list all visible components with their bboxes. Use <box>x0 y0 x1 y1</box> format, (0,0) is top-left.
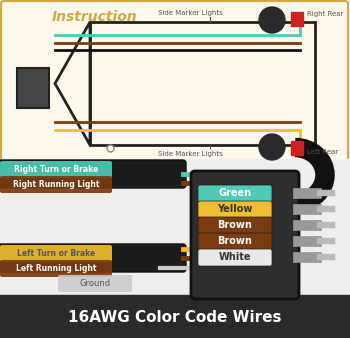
FancyBboxPatch shape <box>191 171 299 299</box>
Bar <box>0 159 350 295</box>
FancyBboxPatch shape <box>0 245 112 262</box>
FancyBboxPatch shape <box>198 185 272 202</box>
Text: Brown: Brown <box>218 220 252 231</box>
Bar <box>317 206 335 212</box>
FancyBboxPatch shape <box>198 249 272 266</box>
FancyBboxPatch shape <box>198 201 272 218</box>
Text: Right Running Light: Right Running Light <box>13 180 99 189</box>
Bar <box>293 188 321 198</box>
FancyBboxPatch shape <box>58 275 132 292</box>
Text: Right Rear: Right Rear <box>307 11 343 17</box>
FancyBboxPatch shape <box>0 176 112 193</box>
FancyBboxPatch shape <box>0 260 112 277</box>
Text: Left Turn or Brake: Left Turn or Brake <box>17 249 95 258</box>
Bar <box>317 254 335 260</box>
FancyBboxPatch shape <box>0 160 186 188</box>
FancyBboxPatch shape <box>198 233 272 250</box>
FancyBboxPatch shape <box>0 244 186 272</box>
Bar <box>0 295 350 338</box>
Bar <box>293 204 321 214</box>
Text: Side Marker Lights: Side Marker Lights <box>158 10 222 16</box>
Bar <box>317 190 335 196</box>
Text: Right Turn or Brake: Right Turn or Brake <box>14 165 98 174</box>
Bar <box>291 141 303 155</box>
Bar <box>317 222 335 228</box>
Bar <box>17 68 49 108</box>
Text: Left Running Light: Left Running Light <box>16 264 96 273</box>
Circle shape <box>259 7 285 33</box>
Text: Yellow: Yellow <box>217 204 253 215</box>
Bar <box>293 220 321 230</box>
Text: White: White <box>219 252 251 263</box>
Bar <box>293 252 321 262</box>
Text: 16AWG Color Code Wires: 16AWG Color Code Wires <box>68 310 282 324</box>
Text: Instruction: Instruction <box>52 10 138 24</box>
Text: Green: Green <box>218 189 252 198</box>
FancyBboxPatch shape <box>198 217 272 234</box>
Text: Ground: Ground <box>79 280 111 289</box>
FancyBboxPatch shape <box>0 161 112 178</box>
Text: Left Rear: Left Rear <box>307 149 338 155</box>
Bar <box>293 236 321 246</box>
Circle shape <box>259 134 285 160</box>
FancyBboxPatch shape <box>1 1 348 162</box>
Text: Brown: Brown <box>218 237 252 246</box>
Text: Side Marker Lights: Side Marker Lights <box>158 151 222 157</box>
Bar <box>291 12 303 26</box>
Bar <box>317 238 335 244</box>
